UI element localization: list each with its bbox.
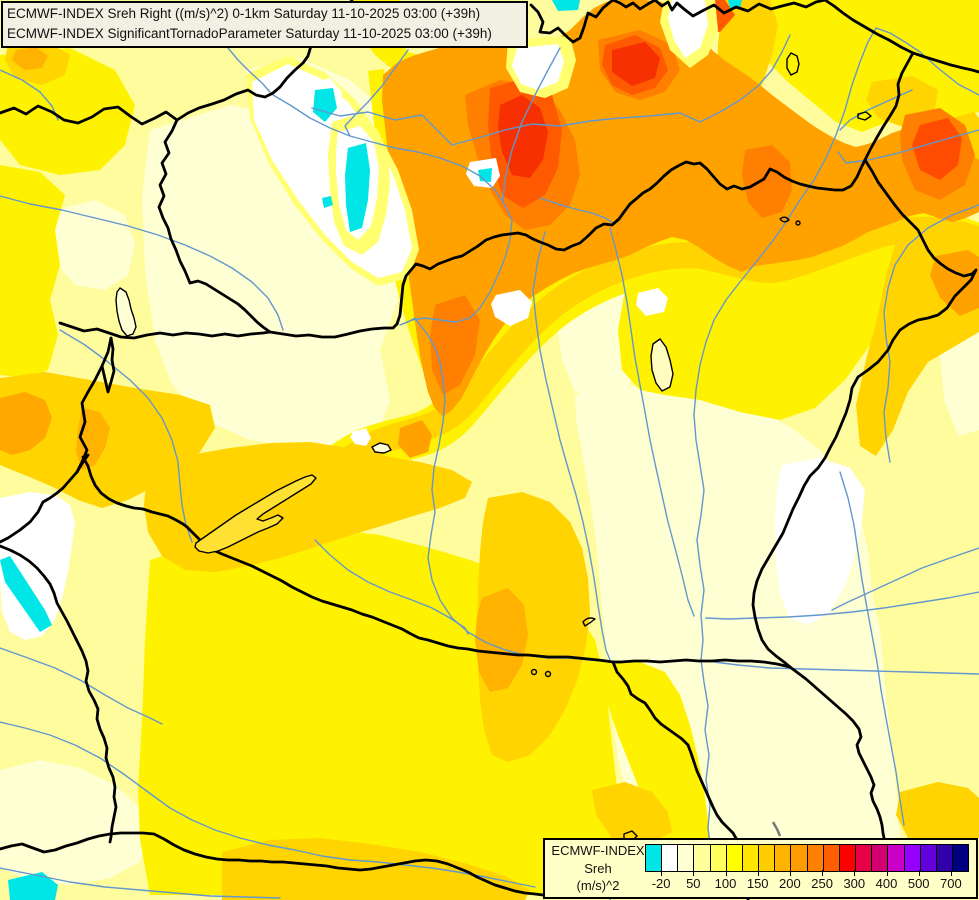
legend-color-cell <box>838 845 856 871</box>
legend-color-cell <box>646 845 662 871</box>
legend-tick-label: 50 <box>686 876 701 891</box>
legend-tick-mark <box>789 870 791 876</box>
legend-color-cell <box>790 845 807 871</box>
legend-color-cell <box>709 845 726 871</box>
legend-color-cell <box>725 845 742 871</box>
legend-color-cell <box>935 845 952 871</box>
legend-color-cell <box>822 845 839 871</box>
legend-tick-label: 150 <box>746 876 769 891</box>
legend-color-cell <box>919 845 936 871</box>
river-morava <box>227 47 271 93</box>
legend-title-line1: ECMWF-INDEX <box>551 843 645 858</box>
legend-tick-mark <box>661 870 663 876</box>
legend-tick-label: -20 <box>651 876 671 891</box>
lakes <box>115 52 872 843</box>
legend-color-cell <box>677 845 694 871</box>
river-zagyva <box>609 227 695 617</box>
legend-color-cell <box>806 845 823 871</box>
legend-color-cell <box>903 845 920 871</box>
legend-tick-mark <box>918 870 920 876</box>
legend-tick-mark <box>725 870 727 876</box>
legend-ticks: -20 50 100 150 200 250 300 400 500 700 <box>645 870 967 898</box>
legend-tick-mark <box>693 870 695 876</box>
legend-title-line3: (m/s)^2 <box>576 878 620 893</box>
lake-neusiedl <box>115 287 137 337</box>
river-koros <box>705 591 979 620</box>
legend-tick-label: 500 <box>907 876 930 891</box>
title-line-2: ECMWF-INDEX SignificantTornadoParameter … <box>7 26 492 41</box>
legend-color-cell <box>741 845 759 871</box>
river-sava <box>0 867 281 899</box>
river-szamos <box>837 129 979 164</box>
cyan-zones <box>0 0 742 900</box>
legend-color-cell <box>774 845 791 871</box>
river-vah <box>344 49 409 137</box>
legend-tick-mark <box>950 870 952 876</box>
legend-tick-mark <box>886 870 888 876</box>
legend-color-cell <box>693 845 710 871</box>
river-mura <box>0 647 163 725</box>
lake-velence <box>371 442 392 454</box>
legend-tick-mark <box>854 870 856 876</box>
legend-tick-label: 200 <box>779 876 801 891</box>
amber-core <box>475 588 528 692</box>
legend-title: ECMWF-INDEX Sreh (m/s)^2 <box>549 842 647 894</box>
river-tisza <box>693 27 979 846</box>
river-hron <box>502 47 561 201</box>
legend-tick-label: 250 <box>811 876 833 891</box>
legend-tick-label: 100 <box>714 876 737 891</box>
color-scale-legend: ECMWF-INDEX Sreh (m/s)^2 -20 50 100 150 200 2… <box>543 838 978 899</box>
legend-title-line2: Sreh <box>584 861 612 876</box>
river-maros <box>713 661 979 675</box>
map-title-box: ECMWF-INDEX Sreh Right ((m/s)^2) 0-1km S… <box>1 1 528 48</box>
legend-tick-mark <box>822 870 824 876</box>
lake-tisza <box>650 338 674 392</box>
legend-color-cell <box>871 845 888 871</box>
river-drava <box>0 721 536 888</box>
legend-color-cell <box>951 845 969 871</box>
legend-tick-label: 300 <box>843 876 866 891</box>
title-line-1: ECMWF-INDEX Sreh Right ((m/s)^2) 0-1km S… <box>7 6 481 21</box>
secondary-border <box>771 821 782 837</box>
lake-balaton <box>194 474 317 554</box>
gold-band <box>339 216 979 471</box>
legend-tick-label: 400 <box>875 876 898 891</box>
legend-color-cell <box>758 845 775 871</box>
legend-color-cell <box>855 845 872 871</box>
legend-color-cell <box>661 845 678 871</box>
river-sio <box>314 539 469 635</box>
legend-tick-label: 700 <box>940 876 962 891</box>
legend-color-cell <box>887 845 904 871</box>
river-raba <box>0 195 284 331</box>
legend-tick-mark <box>757 870 759 876</box>
legend-color-bar <box>645 844 969 872</box>
